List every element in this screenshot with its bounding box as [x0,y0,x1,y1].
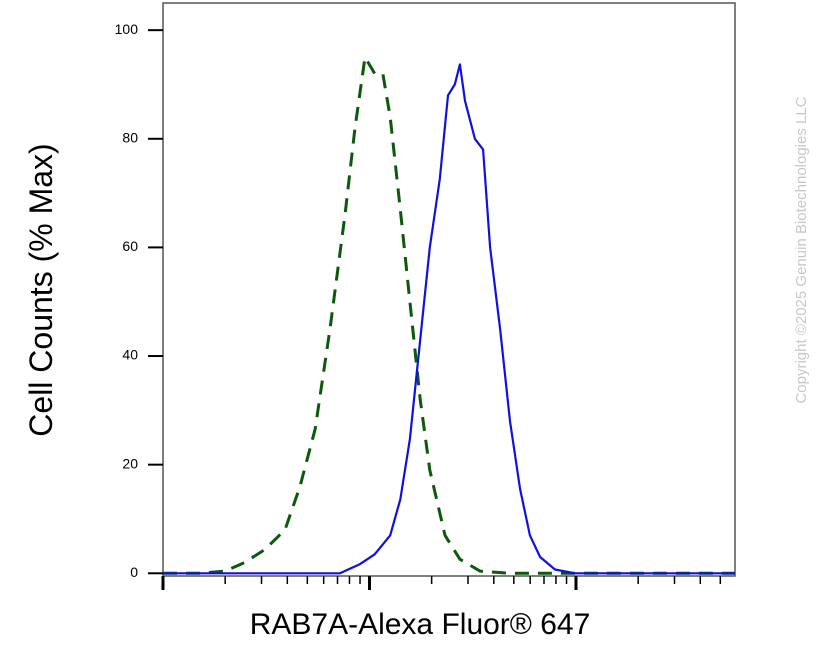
y-axis-label: Cell Counts (% Max) [23,143,59,436]
y-tick-label: 0 [130,564,138,580]
y-tick-label: 40 [122,347,138,363]
plot-frame [162,2,736,577]
watermark: Copyright ©2025 Genuin Biotechnologies L… [793,96,810,403]
histogram-line [163,55,735,575]
y-tick-label: 60 [122,238,138,254]
y-tick-label: 100 [115,21,139,37]
histogram-line [163,63,735,575]
x-axis-label: RAB7A-Alexa Fluor® 647 [250,608,591,641]
y-tick-label: 20 [122,455,138,471]
y-tick-label: 80 [122,129,138,145]
